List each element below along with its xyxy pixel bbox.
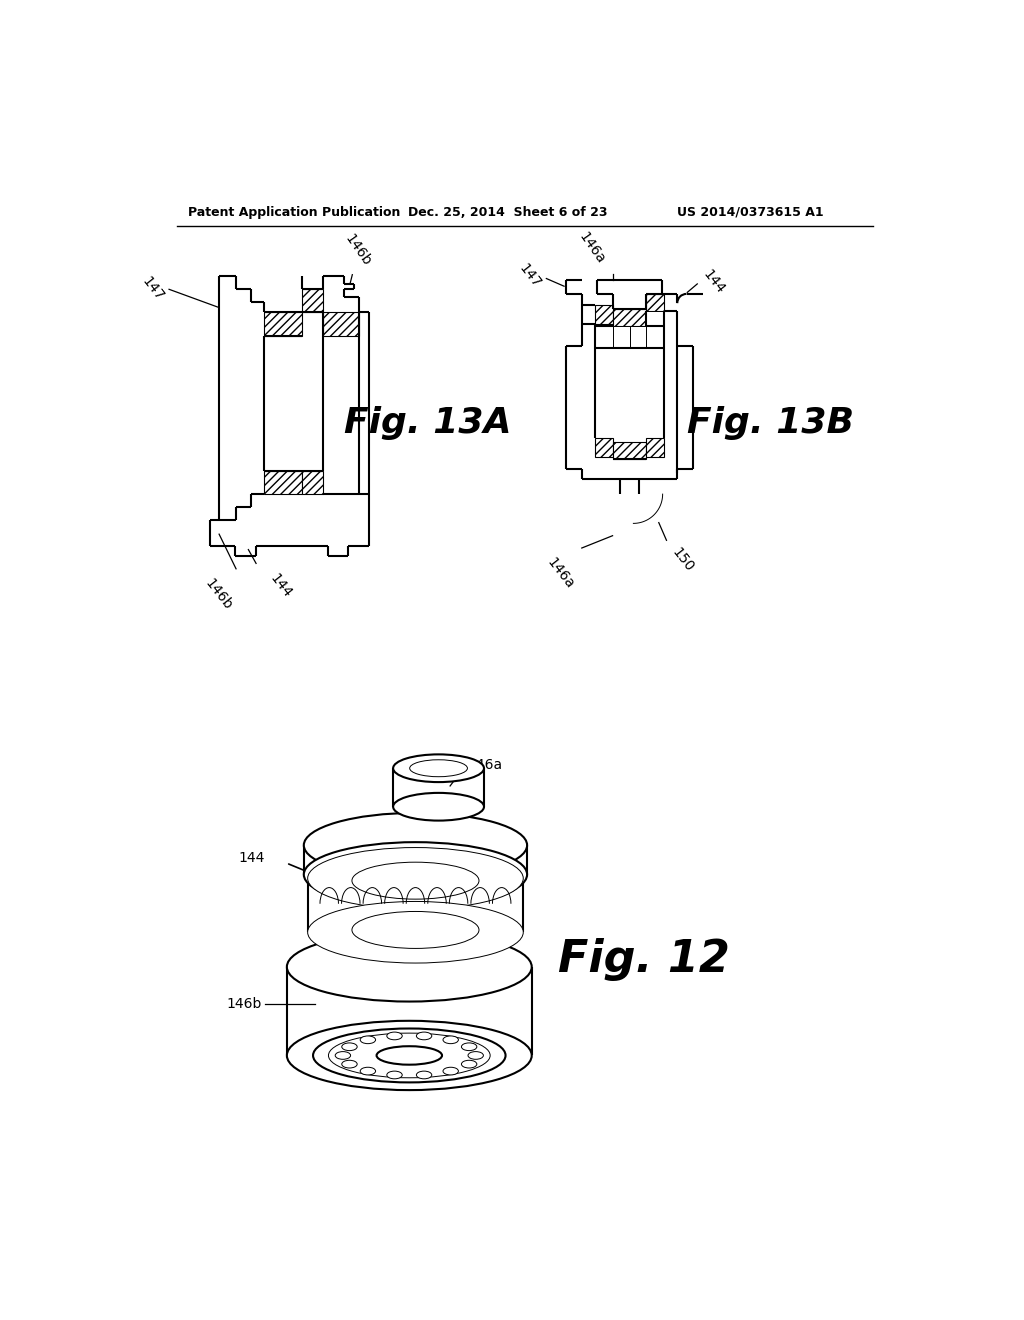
Ellipse shape bbox=[287, 1020, 531, 1090]
Text: 147: 147 bbox=[139, 275, 167, 304]
Text: 144: 144 bbox=[267, 572, 294, 601]
Ellipse shape bbox=[417, 1071, 432, 1078]
Bar bbox=[646, 312, 665, 326]
Ellipse shape bbox=[360, 1068, 376, 1074]
Text: 146a: 146a bbox=[545, 556, 578, 591]
Ellipse shape bbox=[304, 813, 527, 878]
Text: 146b: 146b bbox=[202, 577, 234, 612]
Ellipse shape bbox=[387, 1071, 402, 1078]
Ellipse shape bbox=[304, 842, 527, 907]
Bar bbox=[595, 438, 612, 457]
Bar bbox=[612, 442, 646, 459]
Text: 150: 150 bbox=[670, 545, 696, 576]
Ellipse shape bbox=[443, 1068, 459, 1074]
Ellipse shape bbox=[443, 1036, 459, 1044]
Ellipse shape bbox=[393, 793, 484, 821]
Text: Fig. 13A: Fig. 13A bbox=[344, 405, 511, 440]
Ellipse shape bbox=[462, 1060, 477, 1068]
Bar bbox=[646, 294, 665, 312]
Bar bbox=[630, 326, 646, 348]
Text: Fig. 13B: Fig. 13B bbox=[687, 405, 854, 440]
Bar bbox=[612, 326, 630, 348]
Ellipse shape bbox=[352, 862, 479, 899]
Bar bbox=[323, 313, 359, 335]
Text: Dec. 25, 2014  Sheet 6 of 23: Dec. 25, 2014 Sheet 6 of 23 bbox=[408, 206, 607, 219]
Bar bbox=[264, 471, 302, 494]
Ellipse shape bbox=[287, 932, 531, 1002]
Ellipse shape bbox=[468, 1052, 483, 1059]
Ellipse shape bbox=[352, 911, 479, 949]
Text: US 2014/0373615 A1: US 2014/0373615 A1 bbox=[677, 206, 824, 219]
Ellipse shape bbox=[387, 1032, 402, 1040]
Ellipse shape bbox=[307, 902, 523, 964]
Ellipse shape bbox=[393, 755, 484, 781]
Ellipse shape bbox=[342, 1060, 357, 1068]
Text: 146a: 146a bbox=[468, 758, 503, 772]
Text: 147: 147 bbox=[516, 261, 544, 290]
Bar bbox=[646, 438, 665, 457]
Text: 146b: 146b bbox=[342, 231, 374, 268]
Bar bbox=[612, 309, 646, 326]
Bar bbox=[302, 471, 323, 494]
Bar bbox=[302, 289, 323, 313]
Text: 146a: 146a bbox=[577, 230, 608, 267]
Text: 146b: 146b bbox=[226, 997, 261, 1011]
Bar bbox=[264, 313, 302, 335]
Text: Fig. 12: Fig. 12 bbox=[558, 937, 730, 981]
Text: 144: 144 bbox=[700, 267, 728, 296]
Ellipse shape bbox=[307, 847, 523, 909]
Bar bbox=[595, 305, 612, 323]
Ellipse shape bbox=[360, 1036, 376, 1044]
Ellipse shape bbox=[462, 1043, 477, 1051]
Ellipse shape bbox=[342, 1043, 357, 1051]
Ellipse shape bbox=[335, 1052, 350, 1059]
Text: Patent Application Publication: Patent Application Publication bbox=[188, 206, 400, 219]
Ellipse shape bbox=[417, 1032, 432, 1040]
Text: 144: 144 bbox=[239, 850, 265, 865]
